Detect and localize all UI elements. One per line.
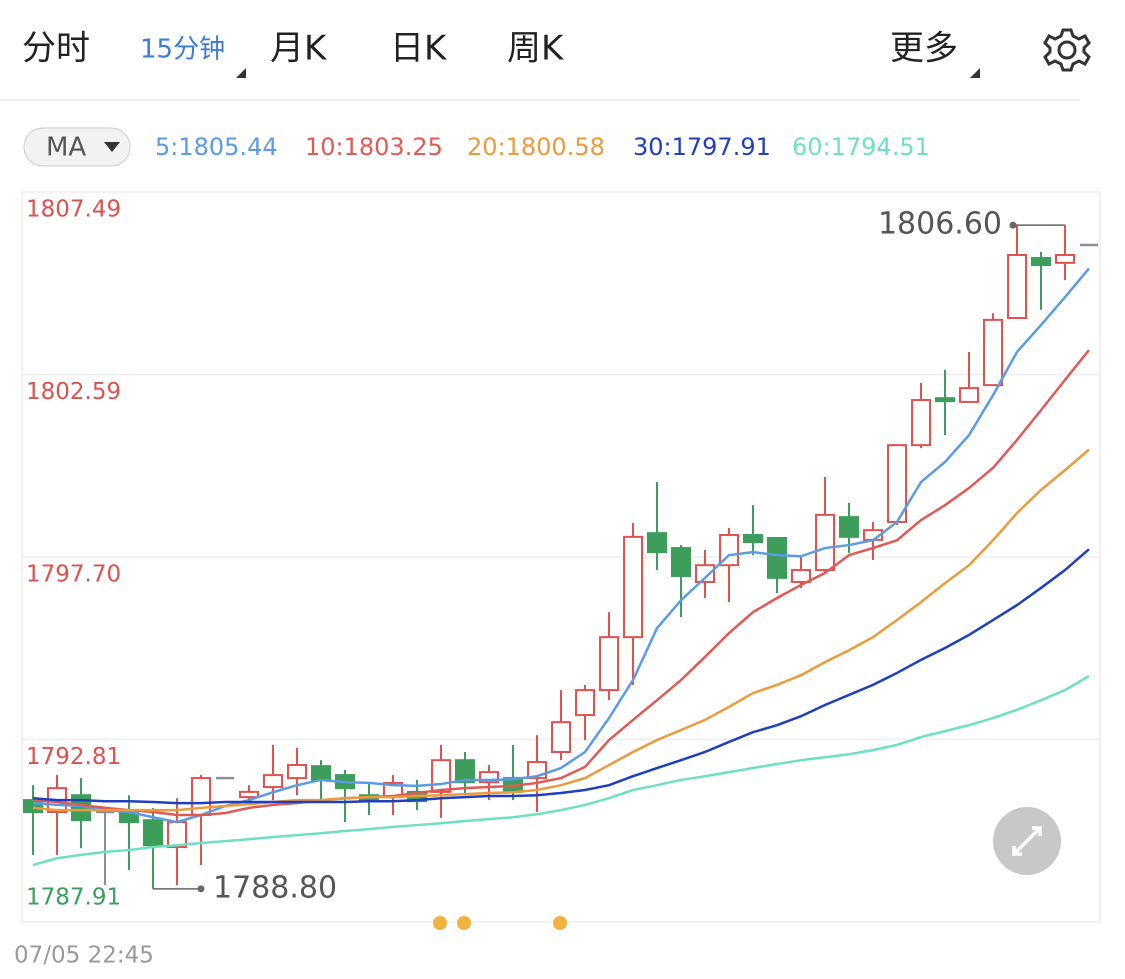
event-dots [433,916,567,930]
candle-body [791,569,811,583]
high-marker-dot [1009,221,1017,229]
candle-body [239,790,259,799]
legend-item: 10:1803.25 [305,133,443,161]
candle-body [911,399,931,447]
legend-item: 30:1797.91 [633,133,771,161]
tab[interactable]: 15分钟 [140,35,225,65]
event-dot [457,916,471,930]
candle-body [431,759,451,793]
legend-item: 20:1800.58 [467,133,605,161]
tab[interactable]: 分时 [22,29,90,69]
indicator-caret [104,142,120,152]
candle-body [311,765,331,781]
ma-line [32,349,1090,817]
y-tick-label: 1802.59 [26,379,121,405]
y-tick-label: 1807.49 [26,197,121,223]
low-marker-label: 1788.80 [213,870,337,905]
y-tick-label: 1792.81 [26,744,121,770]
candle-body [959,387,979,403]
candle-body [1031,256,1051,267]
candle-body [23,799,43,814]
gear-outline [1043,28,1091,72]
gear-center [1057,40,1077,60]
candle-body [263,774,283,789]
candle-body [599,636,619,692]
tab[interactable]: 日K [390,29,448,69]
event-dot [433,916,447,930]
candle-body [455,759,475,784]
indicator-select[interactable]: MA [23,127,131,167]
ma-line [32,674,1090,867]
candle-body [623,535,643,639]
expand-button[interactable] [993,807,1061,875]
candle-body [287,764,307,780]
candle-body [479,771,499,784]
candle-body [575,689,595,717]
tab[interactable]: 周K [507,29,565,69]
candle-body [719,534,739,567]
y-tick-label: 1787.91 [26,885,121,911]
candle-body [695,564,715,583]
expand-arrow [1012,826,1042,856]
candle-body [743,534,763,544]
candle-body [815,513,835,572]
candle-body [767,536,787,579]
ma-line [32,548,1090,805]
candle-body [1055,254,1075,264]
candle-body [647,532,667,554]
settings-icon[interactable] [1043,28,1091,72]
candle-body [143,819,163,847]
candle-body [839,516,859,538]
candle-body [935,397,955,403]
candle-body [551,721,571,753]
tab[interactable]: 月K [270,29,328,69]
ma-line [32,448,1090,812]
high-marker-label: 1806.60 [878,207,1002,242]
legend-item: 5:1805.44 [155,133,278,161]
low-marker-dot [197,885,205,893]
x-start-label: 07/05 22:45 [14,943,154,969]
tab-caret [970,68,980,78]
tab[interactable]: 更多 [890,29,958,69]
candle-body [167,821,187,849]
tab-caret [236,68,246,78]
indicator-pill [23,127,131,167]
candle-body [983,318,1003,387]
y-tick-label: 1797.70 [26,562,121,588]
event-dot [553,916,567,930]
candle-body [1007,254,1027,320]
candle-body [671,547,691,578]
ma-line [32,267,1090,824]
legend-item: 60:1794.51 [792,133,930,161]
indicator-label: MA [46,133,86,163]
